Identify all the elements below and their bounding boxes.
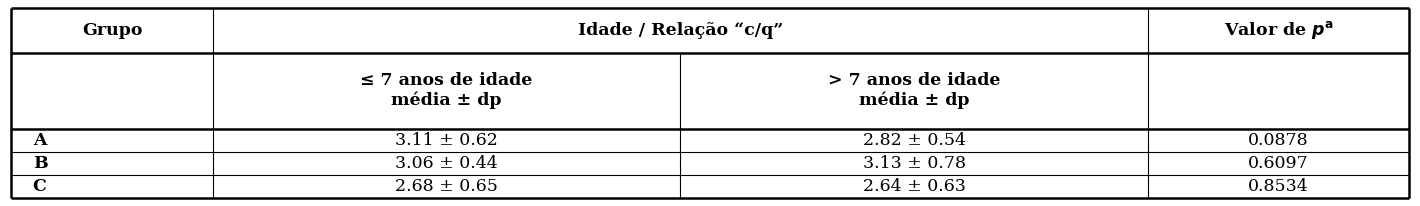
Text: C: C (33, 178, 47, 195)
Text: 3.11 ± 0.62: 3.11 ± 0.62 (395, 132, 498, 149)
Text: 3.06 ± 0.44: 3.06 ± 0.44 (395, 155, 498, 172)
Text: Valor de $\boldsymbol{p}^{\mathbf{a}}$: Valor de $\boldsymbol{p}^{\mathbf{a}}$ (1224, 20, 1333, 41)
Text: Grupo: Grupo (82, 22, 142, 39)
Text: 3.13 ± 0.78: 3.13 ± 0.78 (863, 155, 966, 172)
Text: A: A (33, 132, 47, 149)
Text: 0.6097: 0.6097 (1248, 155, 1309, 172)
Text: Idade / Relação “c/q”: Idade / Relação “c/q” (578, 22, 782, 39)
Text: ≤ 7 anos de idade
média ± dp: ≤ 7 anos de idade média ± dp (361, 72, 532, 109)
Text: > 7 anos de idade
média ± dp: > 7 anos de idade média ± dp (828, 72, 1001, 109)
Text: 2.68 ± 0.65: 2.68 ± 0.65 (395, 178, 498, 195)
Text: 2.64 ± 0.63: 2.64 ± 0.63 (863, 178, 966, 195)
Text: 0.0878: 0.0878 (1248, 132, 1309, 149)
Text: 0.8534: 0.8534 (1248, 178, 1309, 195)
Text: 2.82 ± 0.54: 2.82 ± 0.54 (863, 132, 966, 149)
Text: B: B (33, 155, 47, 172)
